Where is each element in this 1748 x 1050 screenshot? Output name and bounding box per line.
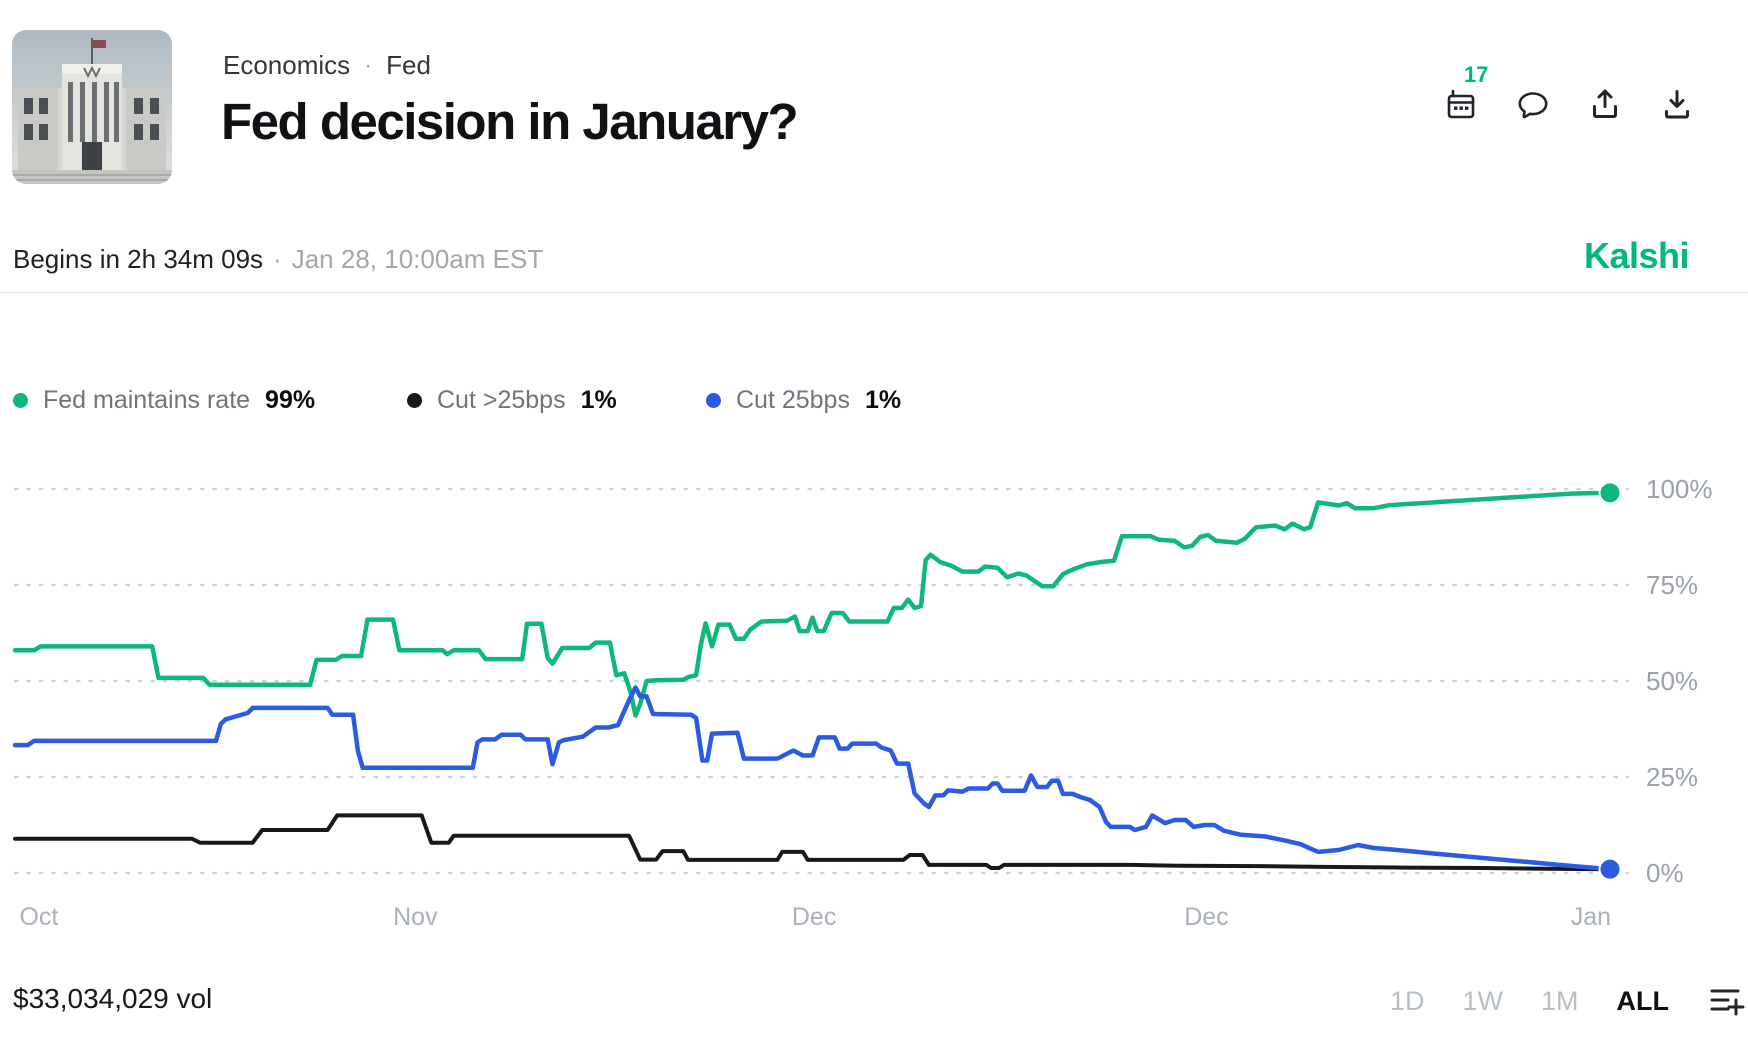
countdown-text: Begins in 2h 34m 09s bbox=[13, 244, 264, 274]
volume-text: $33,034,029 vol bbox=[13, 983, 213, 1014]
event-time-text: Jan 28, 10:00am EST bbox=[291, 244, 544, 274]
x-axis-label-2-Dec: Dec bbox=[792, 903, 836, 931]
legend-label: Fed maintains rate bbox=[43, 386, 251, 414]
legend-item-cut-gt25bps[interactable]: Cut >25bps 1% bbox=[407, 386, 617, 415]
y-axis-label-75: 75% bbox=[1646, 570, 1698, 600]
kalshi-logo: Kalshi bbox=[1584, 235, 1690, 276]
y-axis-label-100: 100% bbox=[1646, 474, 1713, 504]
page-title: Fed decision in January? bbox=[221, 93, 799, 150]
breadcrumb-subcategory[interactable]: Fed bbox=[386, 50, 431, 80]
range-button-all[interactable]: ALL bbox=[1616, 985, 1670, 1016]
legend-value: 1% bbox=[864, 386, 902, 414]
calendar-badge: 17 bbox=[1464, 62, 1489, 87]
x-axis-label-0-Oct: Oct bbox=[19, 903, 58, 931]
range-button-1w[interactable]: 1W bbox=[1462, 985, 1504, 1016]
series-line-fed-maintains-rate bbox=[12, 490, 1613, 718]
y-axis-label-25: 25% bbox=[1646, 762, 1698, 792]
range-button-1d[interactable]: 1D bbox=[1390, 985, 1425, 1016]
share-button[interactable] bbox=[1584, 84, 1626, 126]
legend-item-fed-maintains-rate[interactable]: Fed maintains rate 99% bbox=[13, 386, 315, 415]
header-actions: 17 bbox=[1440, 62, 1698, 126]
download-button[interactable] bbox=[1656, 84, 1698, 126]
share-upload-icon bbox=[1593, 89, 1617, 118]
timing-separator: · bbox=[273, 244, 282, 274]
comments-button[interactable] bbox=[1512, 84, 1554, 126]
download-icon bbox=[1665, 90, 1689, 119]
x-axis-label-1-Nov: Nov bbox=[393, 903, 438, 931]
series-end-dot-fed-maintains-rate bbox=[1598, 481, 1622, 505]
time-range-selector: 1D 1W 1M ALL bbox=[1390, 983, 1747, 1019]
calendar-button[interactable]: 17 bbox=[1440, 62, 1488, 126]
chat-bubble-icon bbox=[1518, 92, 1548, 119]
playlist-add-button[interactable] bbox=[1707, 983, 1747, 1019]
chart-canvas[interactable]: 100% 75% 50% 25% 0% Oct Nov Dec Dec Jan bbox=[0, 430, 1748, 950]
playlist-add-icon bbox=[1710, 989, 1745, 1016]
x-axis-label-4-Jan: Jan bbox=[1571, 903, 1611, 931]
legend-label: Cut 25bps bbox=[736, 386, 850, 414]
series-line-cut-25bps bbox=[13, 813, 1612, 872]
x-axis-label-3-Dec: Dec bbox=[1184, 903, 1228, 931]
legend-dot-green bbox=[13, 393, 28, 408]
breadcrumb-category[interactable]: Economics bbox=[223, 50, 351, 80]
legend-dot-blue bbox=[706, 393, 721, 408]
range-button-1m[interactable]: 1M bbox=[1541, 985, 1579, 1016]
federal-reserve-building-image bbox=[12, 30, 172, 184]
header-divider bbox=[0, 292, 1748, 293]
event-thumbnail bbox=[12, 30, 172, 184]
series-line-cut-25bps bbox=[12, 685, 1613, 872]
legend-label: Cut >25bps bbox=[437, 386, 566, 414]
y-axis-label-50: 50% bbox=[1646, 666, 1698, 696]
series-end-dot-cut-25bps bbox=[1598, 857, 1622, 881]
event-timing: Begins in 2h 34m 09s · Jan 28, 10:00am E… bbox=[13, 244, 543, 275]
legend-value: 1% bbox=[580, 386, 617, 414]
breadcrumb: Economics · Fed bbox=[223, 50, 431, 81]
legend-dot-black bbox=[407, 393, 422, 408]
price-chart[interactable]: 100% 75% 50% 25% 0% Oct Nov Dec Dec Jan bbox=[0, 430, 1748, 950]
legend-item-cut-25bps[interactable]: Cut 25bps 1% bbox=[706, 386, 901, 415]
breadcrumb-separator: · bbox=[364, 51, 373, 79]
legend-value: 99% bbox=[265, 386, 316, 414]
calendar-icon bbox=[1447, 89, 1475, 119]
y-axis-label-0: 0% bbox=[1646, 858, 1684, 888]
